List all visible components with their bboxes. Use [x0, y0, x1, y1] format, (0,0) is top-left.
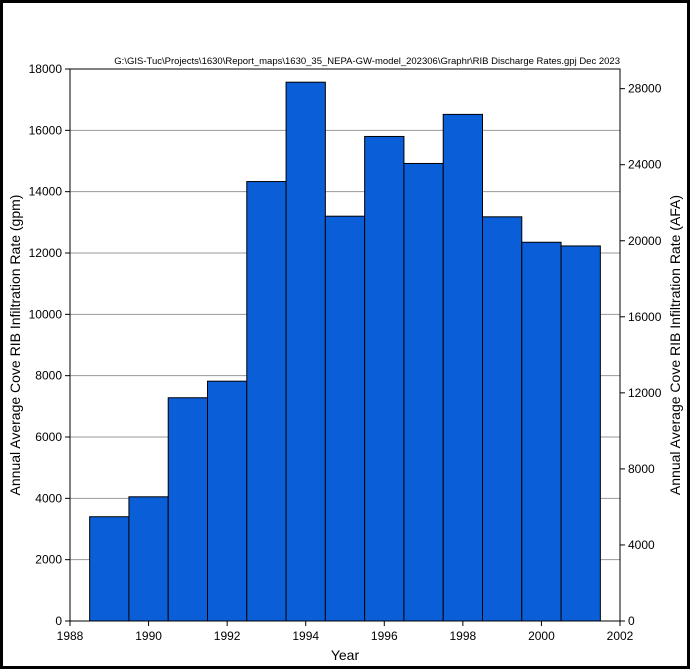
- right-y-tick-label: 8000: [628, 462, 655, 476]
- left-y-tick-label: 12000: [29, 246, 63, 260]
- x-tick-label: 1994: [292, 629, 319, 643]
- left-y-tick-label: 6000: [35, 430, 62, 444]
- x-tick-label: 1988: [57, 629, 84, 643]
- bar: [246, 181, 287, 622]
- left-y-tick-label: 16000: [29, 123, 63, 137]
- bar: [128, 496, 169, 622]
- right-y-tick-label: 12000: [628, 386, 662, 400]
- x-tick-label: 1998: [450, 629, 477, 643]
- x-tick-label: 1992: [214, 629, 241, 643]
- bar: [403, 162, 444, 622]
- bar: [324, 215, 366, 622]
- axis-ticks: [65, 68, 625, 626]
- x-tick-label: 1990: [135, 629, 162, 643]
- bar: [167, 397, 208, 622]
- left-y-tick-label: 18000: [29, 62, 63, 76]
- left-y-tick-labels: 0 2000 4000 6000 8000 10000 12000 14000 16000 180…: [29, 62, 63, 628]
- right-y-tick-label: 28000: [628, 82, 662, 96]
- left-y-tick-label: 10000: [29, 307, 63, 321]
- bar: [89, 516, 130, 622]
- left-y-tick-label: 0: [55, 614, 62, 628]
- plot-area-border: [69, 68, 621, 622]
- bar: [560, 245, 601, 622]
- bar: [442, 113, 484, 622]
- bar: [285, 81, 326, 622]
- x-axis-title: Year: [331, 647, 360, 663]
- x-tick-label: 2000: [528, 629, 555, 643]
- right-y-tick-label: 4000: [628, 538, 655, 552]
- right-y-tick-label: 24000: [628, 158, 662, 172]
- left-y-tick-label: 14000: [29, 185, 63, 199]
- left-y-tick-label: 2000: [35, 553, 62, 567]
- right-y-tick-labels: 0 4000 8000 12000 16000 20000 24000 28000: [628, 82, 662, 628]
- source-path-note: G:\GIS-Tuc\Projects\1630\Report_maps\163…: [114, 56, 620, 67]
- bar: [482, 216, 523, 622]
- bar: [207, 380, 248, 622]
- right-y-axis-title: Annual Average Cove RIB Infiltration Rat…: [667, 195, 683, 495]
- x-tick-labels: 1988 1990 1992 1994 1996 1998 2000 2002: [57, 629, 634, 643]
- bars: [89, 81, 601, 622]
- x-tick-label: 1996: [371, 629, 398, 643]
- x-tick-label: 2002: [607, 629, 634, 643]
- left-y-tick-label: 8000: [35, 369, 62, 383]
- left-y-axis-title: Annual Average Cove RIB Infiltration Rat…: [7, 195, 23, 496]
- right-y-tick-label: 20000: [628, 234, 662, 248]
- left-y-tick-label: 4000: [35, 491, 62, 505]
- right-y-tick-label: 16000: [628, 310, 662, 324]
- bar: [364, 135, 405, 622]
- bar: [521, 241, 562, 622]
- right-y-tick-label: 0: [628, 614, 635, 628]
